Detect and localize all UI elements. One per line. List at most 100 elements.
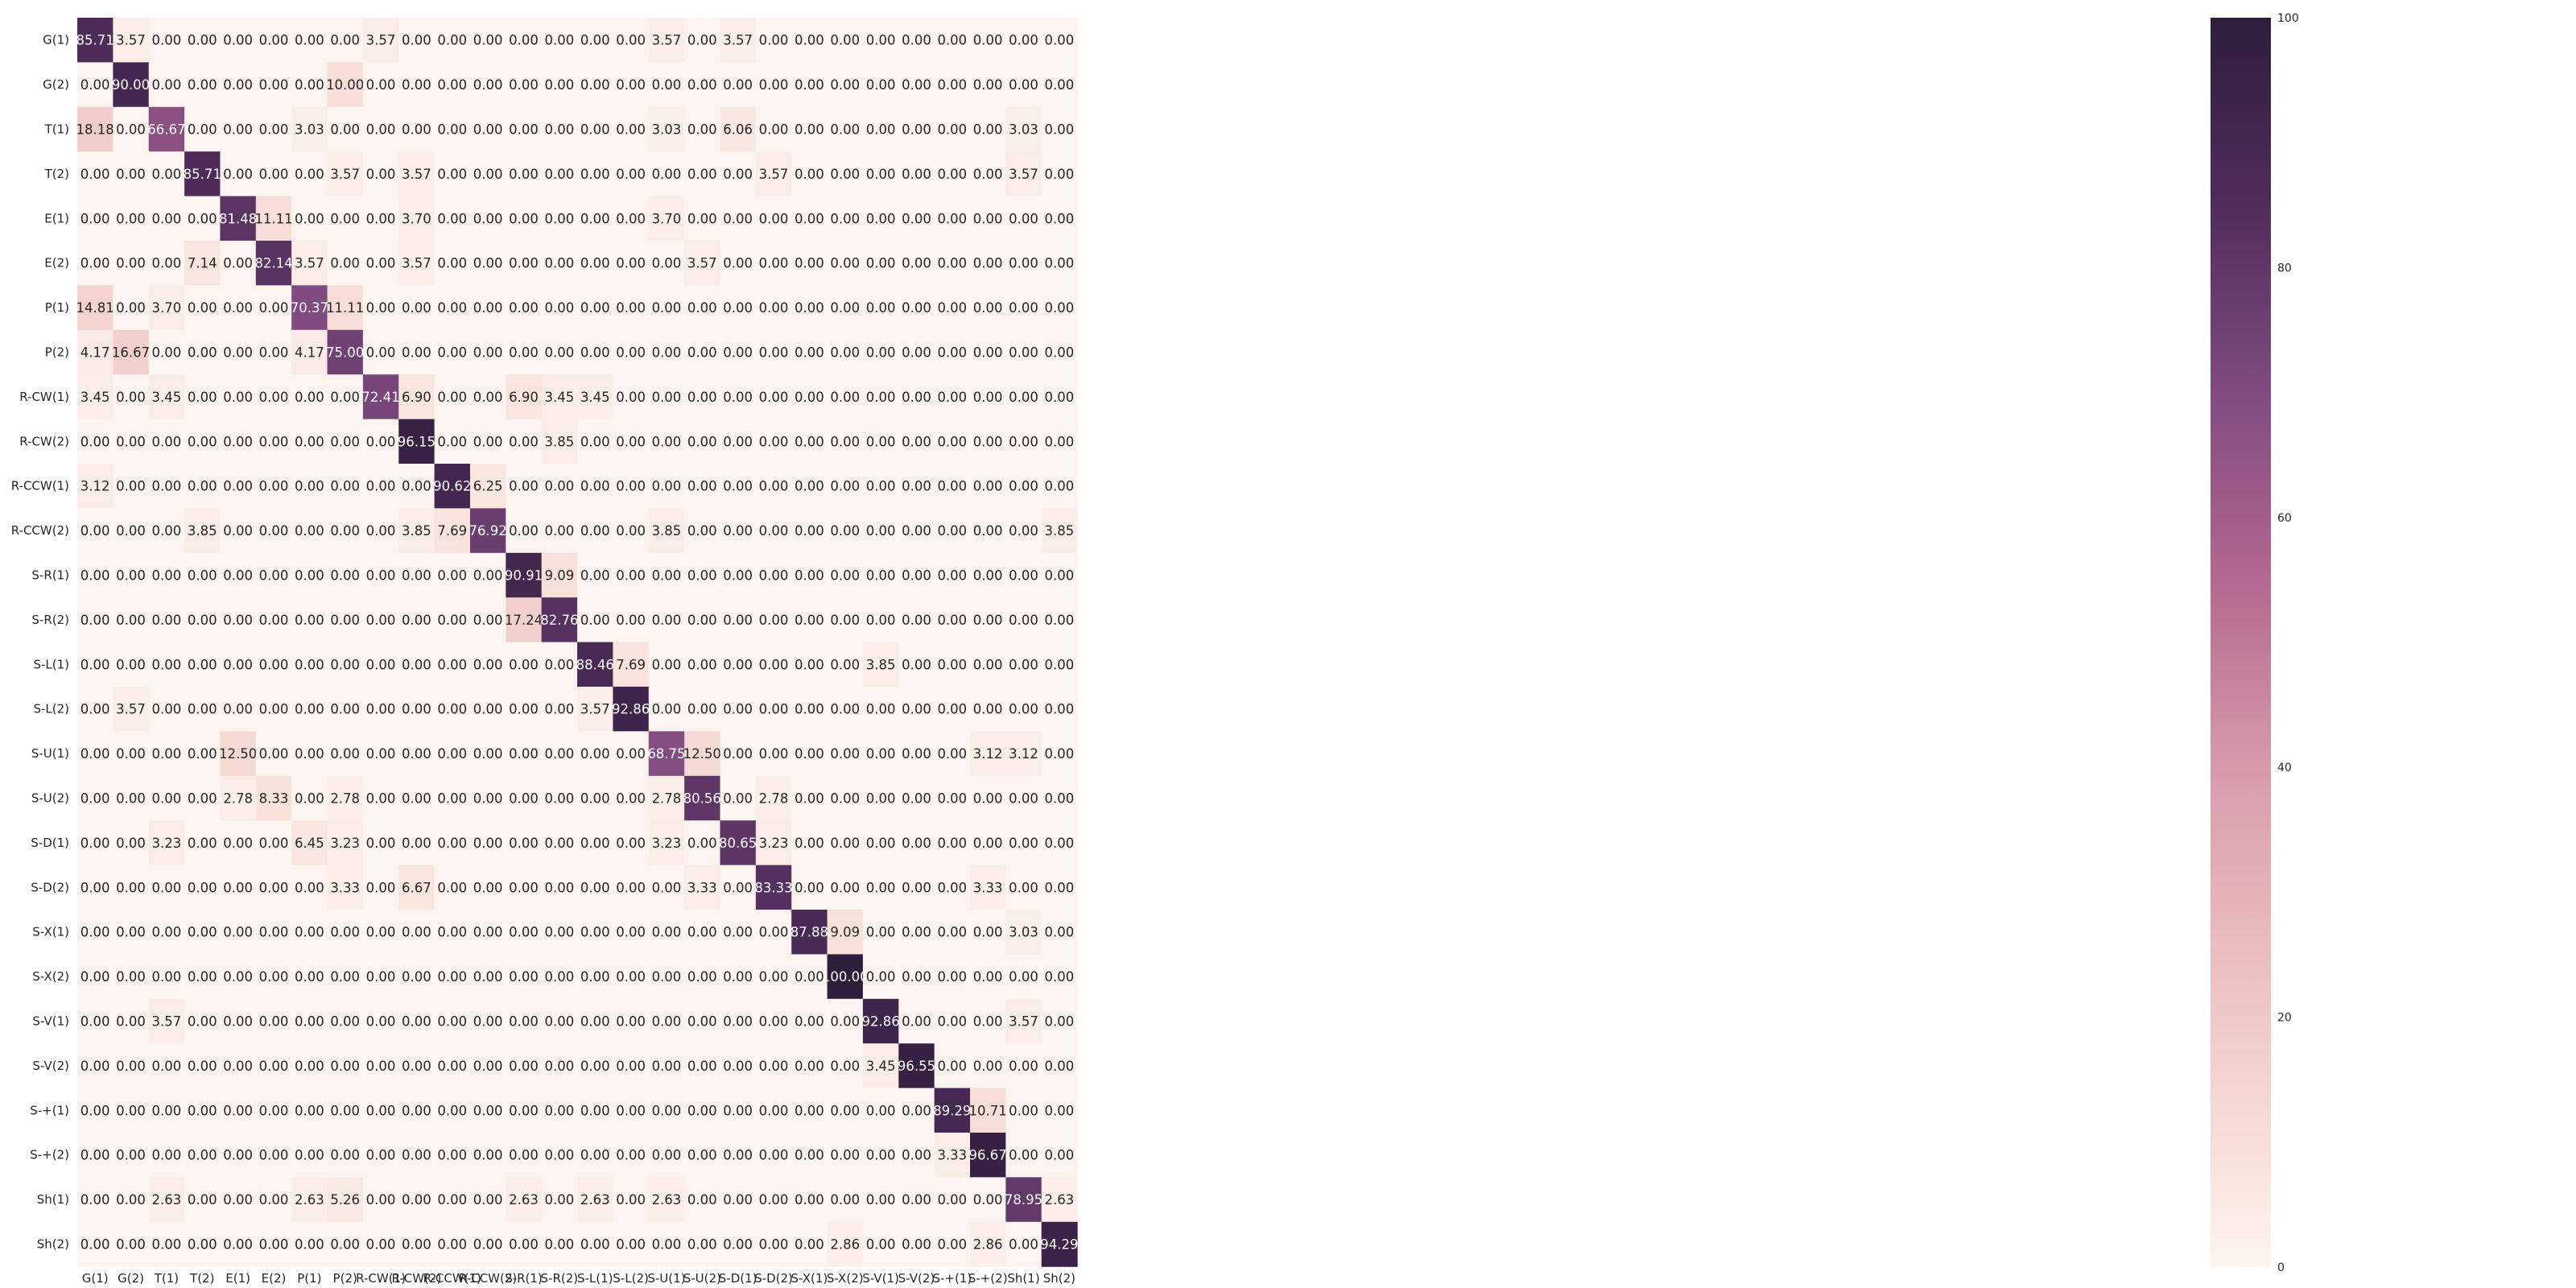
heatmap-cell	[970, 106, 1006, 152]
cell-value-label: 81.48	[219, 211, 257, 226]
cell-value-label: 0.00	[830, 1192, 860, 1208]
cell-value-label: 0.00	[295, 657, 324, 672]
heatmap-cell	[827, 1133, 864, 1178]
column-tick-label: S-U(2)	[683, 1271, 721, 1286]
cell-value-label: 7.69	[437, 523, 467, 539]
heatmap-cell	[1041, 464, 1078, 509]
cell-value-label: 0.00	[402, 1192, 431, 1208]
heatmap-cell	[1005, 508, 1042, 554]
cell-value-label: 0.00	[580, 523, 610, 539]
heatmap-cell	[362, 1221, 399, 1267]
cell-value-label: 0.00	[616, 791, 646, 807]
column-tick-label: S-X(2)	[827, 1271, 864, 1286]
heatmap-cell	[648, 1221, 685, 1267]
heatmap-cell	[77, 285, 114, 331]
cell-value-label: 0.00	[116, 122, 146, 138]
heatmap-cell	[541, 464, 578, 509]
cell-value-label: 0.00	[866, 122, 896, 138]
heatmap-cell	[327, 1221, 364, 1267]
column-tick-label: E(1)	[225, 1271, 250, 1286]
cell-value-label: 0.00	[973, 479, 1003, 494]
cell-value-label: 0.00	[795, 167, 824, 182]
heatmap-cell	[720, 687, 757, 732]
cell-value-label: 3.57	[152, 1014, 182, 1030]
heatmap-cell	[113, 954, 150, 1000]
cell-value-label: 0.00	[687, 925, 717, 940]
cell-value-label: 0.00	[152, 434, 182, 449]
heatmap-cell	[506, 910, 543, 955]
heatmap-cell	[755, 954, 792, 1000]
heatmap-cell	[934, 1043, 971, 1089]
cell-value-label: 0.00	[259, 836, 289, 851]
heatmap-cell	[720, 731, 757, 777]
cell-value-label: 0.00	[1045, 345, 1075, 361]
cell-value-label: 0.00	[152, 746, 182, 762]
heatmap-cell	[327, 285, 364, 331]
heatmap-cell	[827, 998, 864, 1044]
cell-value-label: 0.00	[188, 1014, 217, 1030]
heatmap-cell	[1041, 419, 1078, 464]
heatmap-cell	[613, 954, 650, 1000]
heatmap-cell	[291, 196, 328, 242]
heatmap-cell	[291, 865, 328, 910]
heatmap-cell	[184, 196, 221, 242]
heatmap-cell	[506, 508, 543, 554]
cell-value-label: 0.00	[1009, 434, 1038, 449]
cell-value-label: 0.00	[116, 836, 146, 851]
heatmap-cell	[898, 464, 935, 509]
column-tick-label: Sh(1)	[1007, 1271, 1039, 1286]
heatmap-cell	[255, 285, 292, 331]
cell-value-label: 0.00	[759, 211, 789, 226]
cell-value-label: 0.00	[295, 925, 324, 940]
heatmap-cell	[398, 106, 436, 152]
cell-value-label: 0.00	[759, 256, 789, 271]
heatmap-cell	[541, 998, 578, 1044]
cell-value-label: 0.00	[652, 925, 682, 940]
cell-value-label: 0.00	[1009, 880, 1038, 895]
cell-value-label: 0.00	[652, 880, 682, 895]
heatmap-cell	[791, 687, 828, 732]
cell-value-label: 0.00	[188, 345, 217, 361]
heatmap-cell	[934, 329, 971, 375]
cell-value-label: 0.00	[223, 880, 253, 895]
cell-value-label: 0.00	[402, 702, 431, 717]
cell-value-label: 0.00	[544, 122, 574, 138]
cell-value-label: 0.00	[652, 434, 682, 449]
heatmap-cell	[148, 1221, 185, 1267]
cell-value-label: 0.00	[616, 434, 646, 449]
heatmap-cell	[1005, 865, 1042, 910]
cell-value-label: 0.00	[580, 122, 610, 138]
heatmap-cell	[220, 62, 257, 108]
colorbar-gradient	[2211, 18, 2271, 1267]
cell-value-label: 0.00	[509, 657, 539, 672]
cell-value-label: 0.00	[509, 211, 539, 226]
cell-value-label: 0.00	[366, 746, 396, 762]
cell-value-label: 0.00	[509, 1059, 539, 1074]
cell-value-label: 0.00	[366, 167, 396, 182]
heatmap-cell	[255, 1088, 292, 1133]
cell-value-label: 0.00	[544, 300, 574, 316]
heatmap-cell	[398, 329, 436, 375]
heatmap-cell	[613, 910, 650, 955]
cell-value-label: 0.00	[795, 1237, 824, 1253]
heatmap-cell	[362, 775, 399, 821]
cell-value-label: 0.00	[580, 479, 610, 494]
cell-value-label: 0.00	[687, 1237, 717, 1253]
cell-value-label: 0.00	[259, 167, 289, 182]
heatmap-cell	[1041, 1088, 1078, 1133]
heatmap-cell	[1041, 1133, 1078, 1178]
cell-value-label: 0.00	[544, 256, 574, 271]
cell-value-label: 0.00	[295, 167, 324, 182]
cell-value-label: 0.00	[330, 568, 360, 584]
cell-value-label: 0.00	[759, 390, 789, 405]
heatmap-cell	[720, 775, 757, 821]
heatmap-cell	[255, 910, 292, 955]
cell-value-label: 2.86	[973, 1237, 1003, 1253]
cell-value-label: 0.00	[223, 523, 253, 539]
cell-value-label: 0.00	[188, 836, 217, 851]
row-tick-labels: G(1)G(2)T(1)T(2)E(1)E(2)P(1)P(2)R-CW(1)R…	[11, 33, 69, 1252]
cell-value-label: 0.00	[687, 122, 717, 138]
heatmap-cell	[77, 508, 114, 554]
heatmap-cell	[398, 464, 436, 509]
cell-value-label: 0.00	[1009, 345, 1038, 361]
